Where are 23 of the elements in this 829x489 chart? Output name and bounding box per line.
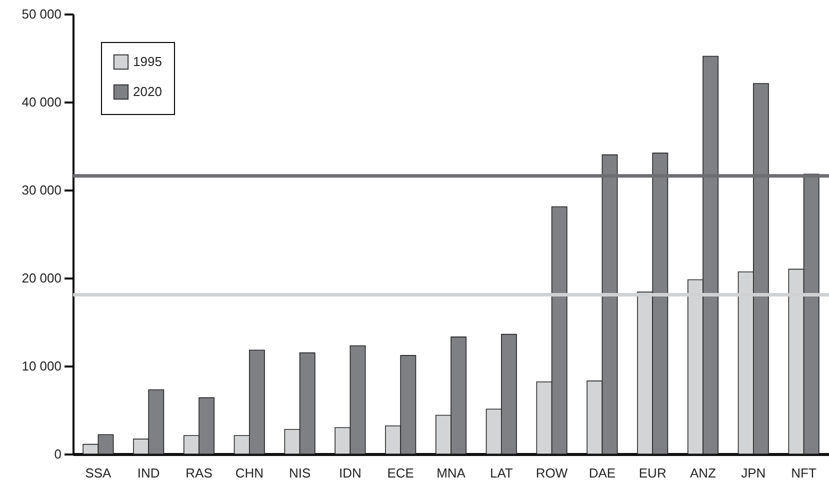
x-tick-label: DAE — [588, 466, 616, 480]
x-tick-label: ANZ — [690, 466, 716, 480]
y-tick-label: 40 000 — [22, 94, 62, 110]
x-tick-label: ECE — [387, 466, 414, 480]
x-tick-label: JPN — [741, 466, 766, 480]
x-tick-label: LAT — [490, 466, 513, 480]
x-tick-label: ROW — [536, 466, 568, 480]
legend-label: 1995 — [133, 54, 162, 69]
y-tick-label: 20 000 — [22, 270, 62, 286]
x-tick-label: RAS — [186, 466, 213, 480]
x-tick-label: CHN — [235, 466, 264, 480]
y-tick-label: 50 000 — [22, 6, 62, 22]
x-tick-label: MNA — [436, 466, 466, 480]
y-tick-label: 10 000 — [22, 358, 62, 374]
x-tick-label: IND — [137, 466, 160, 480]
x-tick-label: SSA — [85, 466, 112, 480]
y-tick-label: 30 000 — [22, 182, 62, 198]
x-tick-label: NIS — [288, 466, 311, 480]
x-tick-label: IDN — [339, 466, 362, 480]
x-tick-label: NFT — [791, 466, 816, 480]
legend-label: 2020 — [133, 84, 162, 99]
y-tick-label: 0 — [54, 446, 62, 462]
x-tick-label: EUR — [638, 466, 666, 480]
